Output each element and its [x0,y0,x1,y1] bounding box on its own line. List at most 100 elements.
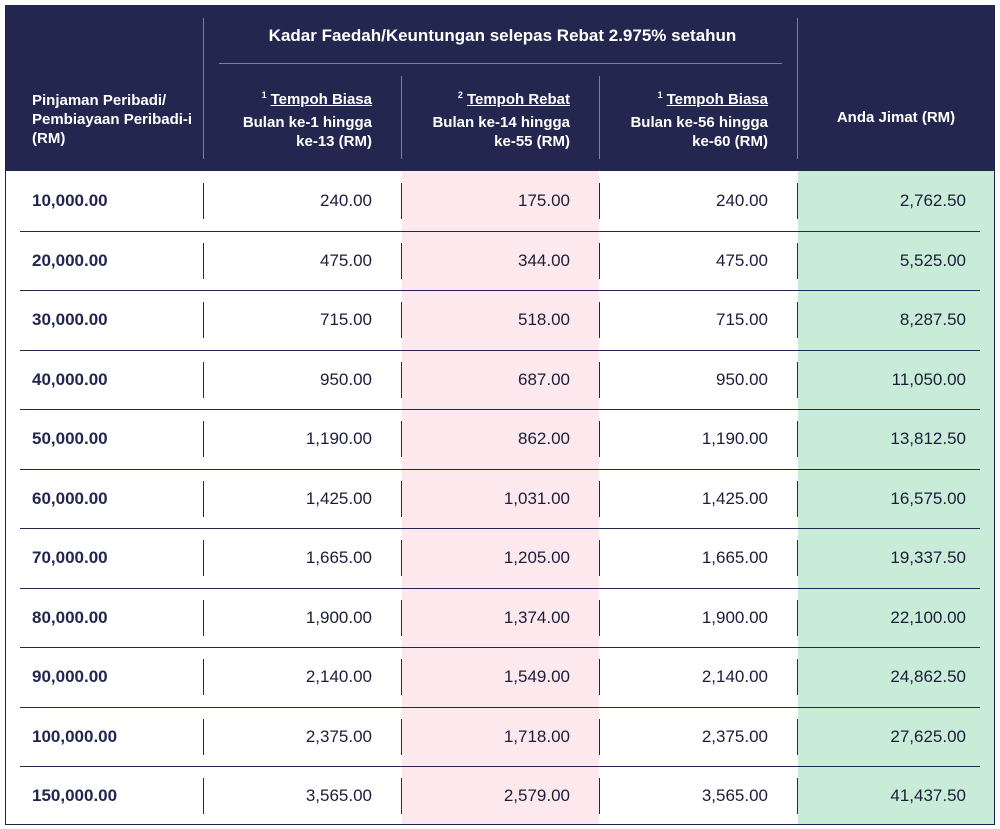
column-divider [599,540,600,576]
table-row: 20,000.00 475.00 344.00 475.00 5,525.00 [6,231,994,291]
normal-rate-2-cell: 475.00 [716,250,768,270]
savings-cell: 13,812.50 [890,429,966,448]
normal-rate-2-cell: 240.00 [716,191,768,210]
savings-cell: 24,862.50 [890,667,966,686]
col-subtitle: ke-13 (RM) [296,133,372,150]
normal-rate-1-cell: 3,565.00 [305,786,372,805]
header-divider [203,18,204,159]
column-divider [797,659,798,695]
table-row: 30,000.00 715.00 518.00 715.00 8,287.50 [6,290,994,350]
savings-cell: 22,100.00 [890,607,966,627]
column-divider [599,480,600,517]
rebate-rate-cell: 1,205.00 [503,548,570,567]
savings-column-highlight [798,171,994,824]
loan-amount-cell: 20,000.00 [32,250,108,270]
loan-amount-cell: 100,000.00 [32,726,118,746]
normal-rate-1-cell: 2,140.00 [305,667,372,686]
row-divider [20,766,980,767]
column-divider [203,421,204,457]
loan-amount-cell: 70,000.00 [32,548,108,567]
row-divider [20,468,980,470]
column-divider [599,421,600,457]
normal-rate-1-cell: 715.00 [320,310,372,329]
column-divider [797,778,798,814]
column-divider [401,480,402,517]
normal-rate-2-cell: 1,665.00 [701,548,768,567]
column-divider [401,421,402,457]
column-divider [599,183,600,219]
footnote-marker: 1 [657,90,663,100]
table-row: 100,000.00 2,375.00 1,718.00 2,375.00 27,625… [6,707,994,767]
footnote-marker: 1 [261,90,267,100]
normal-rate-2-cell: 1,900.00 [701,607,768,627]
col-title: Tempoh Biasa [666,91,768,108]
column-divider [203,599,204,636]
column-divider [203,659,204,695]
table-row: 150,000.00 3,565.00 2,579.00 3,565.00 41,437… [6,766,994,824]
rebate-rate-cell: 1,549.00 [503,667,570,686]
footnote-marker: 2 [457,90,463,100]
column-divider [599,778,600,814]
header-divider [219,63,782,64]
column-divider [599,302,600,338]
table-row: 40,000.00 950.00 687.00 950.00 11,050.00 [6,350,994,410]
column-divider [599,361,600,398]
header-divider [401,76,402,159]
column-divider [401,599,402,636]
savings-cell: 5,525.00 [899,250,966,270]
rebate-rate-cell: 2,579.00 [503,786,570,805]
normal-rate-1-cell: 1,665.00 [305,548,372,567]
column-divider [599,599,600,636]
table-row: 70,000.00 1,665.00 1,205.00 1,665.00 19,337.… [6,528,994,588]
loan-amount-cell: 30,000.00 [32,310,108,329]
rebate-rate-cell: 1,718.00 [503,726,570,746]
column-divider [203,361,204,398]
column-divider [203,183,204,219]
rebate-rate-cell: 862.00 [518,429,570,448]
col-subtitle: Bulan ke-56 hingga [630,114,768,131]
savings-cell: 11,050.00 [891,369,966,389]
header-divider [797,18,798,159]
column-divider [797,242,798,279]
normal-rate-2-cell: 2,375.00 [701,726,768,746]
rebate-rate-cell: 344.00 [518,250,570,270]
row-divider [20,528,980,529]
loan-amount-cell: 150,000.00 [32,786,118,805]
column-divider [797,480,798,517]
row-divider [20,647,980,648]
rebate-rate-cell: 518.00 [518,310,570,329]
loan-amount-cell: 10,000.00 [32,191,108,210]
normal-rate-2-cell: 3,565.00 [701,786,768,805]
column-divider [797,361,798,398]
col-subtitle: Bulan ke-1 hingga [242,114,372,131]
loan-amount-header: Pinjaman Peribadi/ Pembiayaan Peribadi-i… [32,92,193,147]
row-divider [20,587,980,589]
column-divider [203,718,204,755]
column-divider [401,361,402,398]
normal-rate-2-cell: 950.00 [716,369,768,389]
column-divider [203,302,204,338]
col-title: Tempoh Biasa [270,91,372,108]
loan-amount-cell: 50,000.00 [32,429,108,448]
normal-rate-1-cell: 1,900.00 [305,607,372,627]
normal-rate-1-cell: 1,425.00 [305,488,372,508]
rebate-column-highlight [402,171,599,824]
rebate-rate-cell: 175.00 [518,191,570,210]
normal-rate-1-cell: 2,375.00 [305,726,372,746]
column-divider [401,183,402,219]
column-divider [797,421,798,457]
column-divider [401,718,402,755]
normal-rate-1-cell: 1,190.00 [305,429,372,448]
column-divider [203,242,204,279]
column-divider [401,302,402,338]
column-divider [797,302,798,338]
loan-amount-cell: 60,000.00 [32,488,108,508]
normal-rate-2-cell: 1,190.00 [701,429,768,448]
col-title: Tempoh Rebat [466,91,570,108]
col-subtitle: ke-55 (RM) [494,133,570,150]
column-divider [401,778,402,814]
normal-rate-2-cell: 1,425.00 [701,488,768,508]
rate-group-title: Kadar Faedah/Keuntungan selepas Rebat 2.… [268,26,737,45]
column-divider [599,659,600,695]
table-row: 10,000.00 240.00 175.00 240.00 2,762.50 [6,171,994,231]
